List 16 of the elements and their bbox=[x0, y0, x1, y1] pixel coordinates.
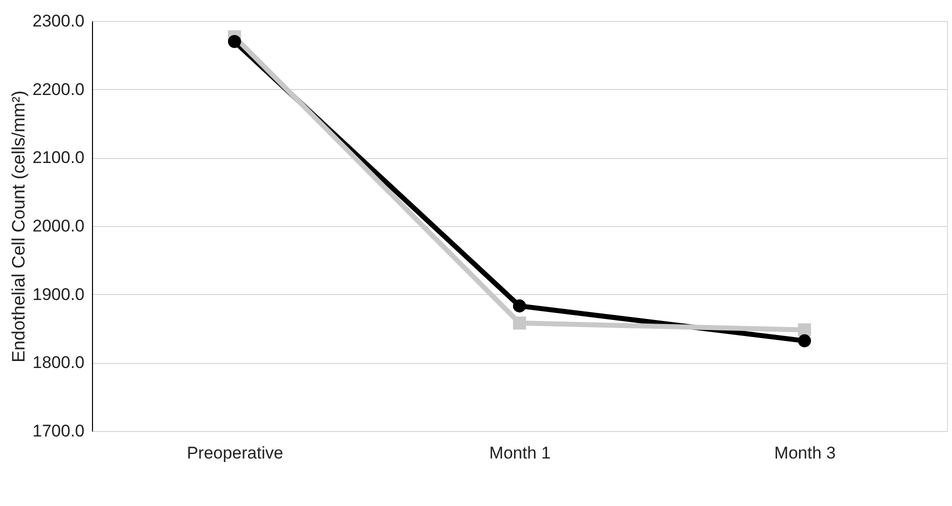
y-tick-label: 2000.0 bbox=[32, 216, 84, 236]
point bbox=[512, 299, 526, 312]
y-tick-label: 2200.0 bbox=[32, 80, 84, 99]
point bbox=[798, 323, 812, 336]
y-tick-label: 2100.0 bbox=[32, 148, 84, 168]
point bbox=[512, 316, 526, 330]
y-tick-label: 1800.0 bbox=[32, 353, 84, 372]
x-tick-label: Preoperative bbox=[186, 444, 284, 462]
x-tick-label: Month 1 bbox=[489, 444, 551, 462]
y-axis-title: Endothelial Cell Count (cells/mm²) bbox=[8, 90, 29, 363]
point bbox=[798, 334, 812, 348]
point bbox=[228, 34, 242, 48]
y-tick-label: 1900.0 bbox=[32, 284, 84, 304]
x-tick-label: Month 3 bbox=[774, 444, 836, 462]
y-tick-label: 1700.0 bbox=[32, 422, 84, 440]
y-tick-label: 2300.0 bbox=[32, 12, 84, 30]
